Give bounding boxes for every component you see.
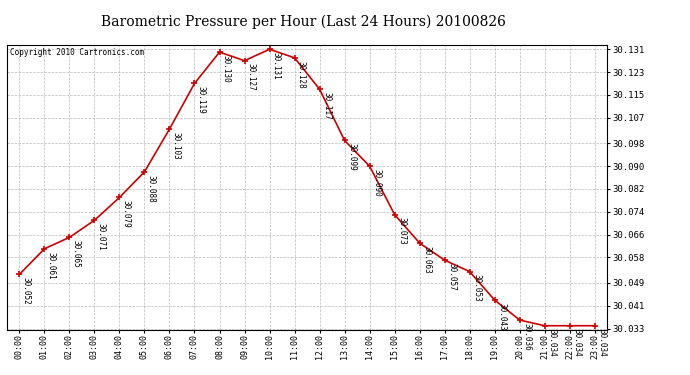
Text: 30.065: 30.065	[72, 240, 81, 268]
Text: 30.052: 30.052	[22, 277, 31, 305]
Text: 30.034: 30.034	[547, 328, 556, 356]
Text: 30.128: 30.128	[297, 61, 306, 88]
Text: 30.071: 30.071	[97, 223, 106, 251]
Text: 30.130: 30.130	[222, 55, 231, 82]
Text: 30.073: 30.073	[397, 217, 406, 245]
Text: 30.099: 30.099	[347, 143, 356, 171]
Text: 30.090: 30.090	[372, 169, 381, 196]
Text: 30.117: 30.117	[322, 92, 331, 120]
Text: Barometric Pressure per Hour (Last 24 Hours) 20100826: Barometric Pressure per Hour (Last 24 Ho…	[101, 15, 506, 29]
Text: 30.127: 30.127	[247, 63, 256, 91]
Text: 30.036: 30.036	[522, 323, 531, 351]
Text: Copyright 2010 Cartronics.com: Copyright 2010 Cartronics.com	[10, 48, 144, 57]
Text: 30.053: 30.053	[472, 274, 481, 302]
Text: 30.079: 30.079	[122, 200, 131, 228]
Text: 30.034: 30.034	[597, 328, 606, 356]
Text: 30.088: 30.088	[147, 175, 156, 202]
Text: 30.131: 30.131	[272, 52, 281, 80]
Text: 30.061: 30.061	[47, 252, 56, 279]
Text: 30.063: 30.063	[422, 246, 431, 274]
Text: 30.034: 30.034	[572, 328, 581, 356]
Text: 30.119: 30.119	[197, 86, 206, 114]
Text: 30.103: 30.103	[172, 132, 181, 160]
Text: 30.057: 30.057	[447, 263, 456, 291]
Text: 30.043: 30.043	[497, 303, 506, 331]
